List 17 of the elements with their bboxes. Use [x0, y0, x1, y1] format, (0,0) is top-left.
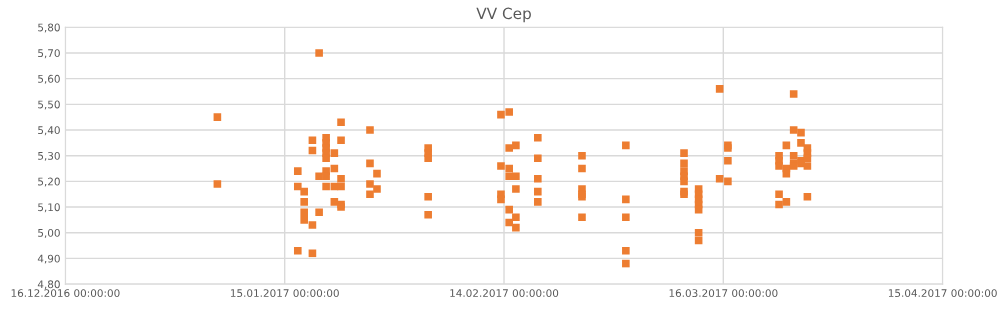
y-tick-label: 5,10 [38, 203, 60, 213]
chart-title: VV Cep [476, 7, 531, 23]
x-tick-label: 15.04.2017 00:00:00 [888, 289, 997, 298]
y-tick-label: 5,60 [38, 74, 60, 84]
y-tick-label: 4,80 [37, 280, 60, 290]
y-tick-label: 4,90 [37, 254, 60, 264]
y-tick-label: 5,20 [38, 177, 60, 187]
x-tick-label: 16.03.2017 00:00:00 [669, 289, 778, 298]
y-tick-label: 5,00 [38, 228, 60, 238]
x-tick-label: 15.01.2017 00:00:00 [230, 289, 339, 298]
x-tick-label: 16.12.2016 00:00:00 [11, 289, 120, 298]
y-tick-label: 5,40 [38, 126, 60, 136]
y-tick-label: 5,30 [38, 151, 60, 161]
y-tick-label: 5,70 [38, 49, 60, 59]
y-tick-label: 5,80 [38, 23, 60, 33]
x-tick-label: 14.02.2017 00:00:00 [450, 289, 559, 298]
y-tick-label: 5,50 [38, 100, 60, 110]
